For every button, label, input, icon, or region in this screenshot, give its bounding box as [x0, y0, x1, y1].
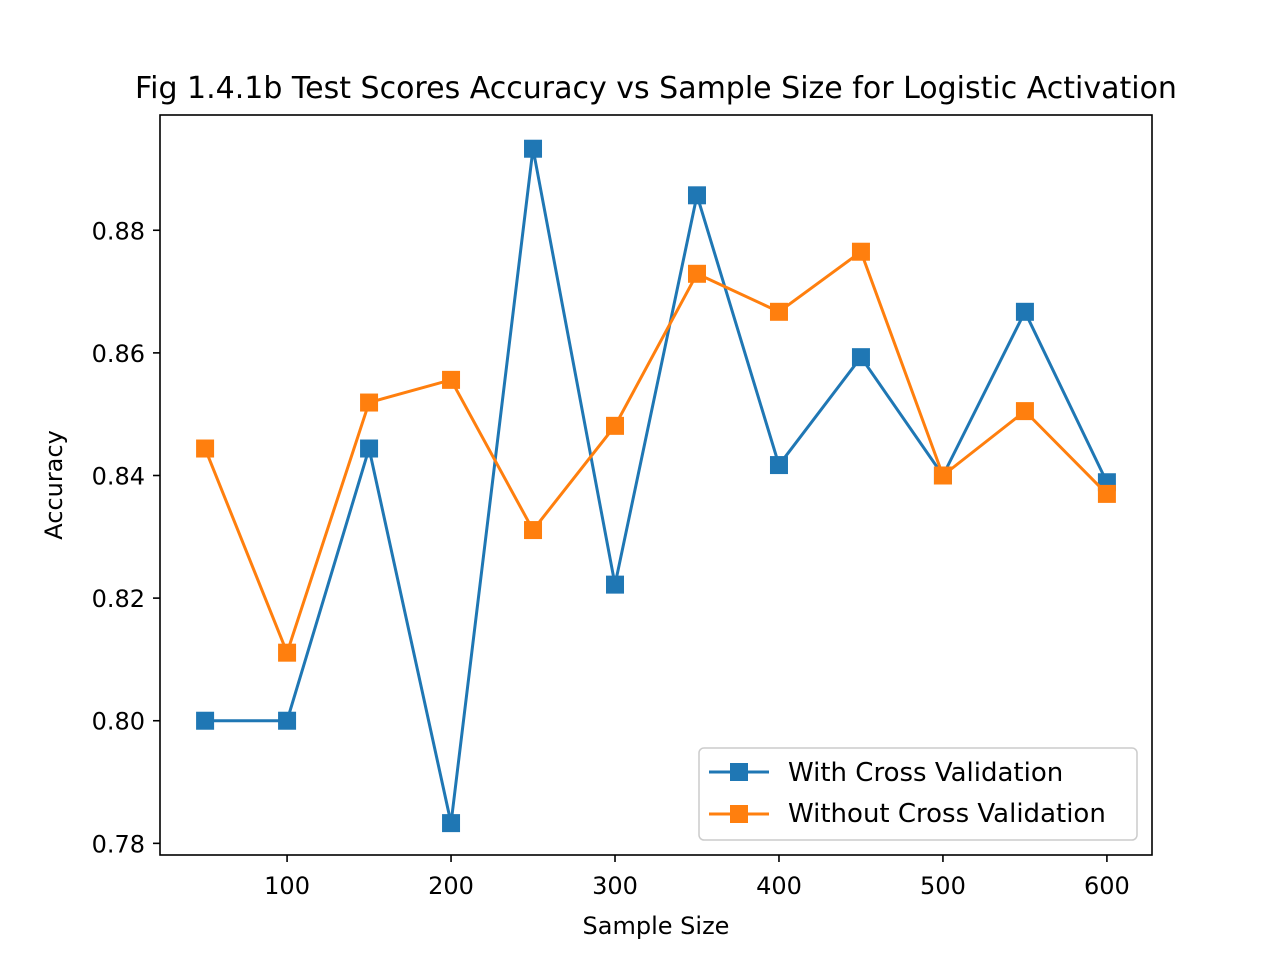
- data-point-marker: [1097, 484, 1116, 503]
- x-tick-label: 300: [592, 872, 638, 900]
- x-tick-label: 500: [920, 872, 966, 900]
- data-point-marker: [196, 439, 215, 458]
- x-tick-label: 600: [1084, 872, 1130, 900]
- y-tick-label: 0.82: [92, 585, 145, 613]
- data-point-marker: [360, 439, 379, 458]
- legend-marker-without-cv: [730, 805, 748, 823]
- x-tick-label: 400: [756, 872, 802, 900]
- legend: With Cross Validation Without Cross Vali…: [698, 747, 1138, 841]
- data-point-marker: [687, 264, 706, 283]
- data-point-marker: [524, 139, 543, 158]
- data-point-marker: [278, 643, 297, 662]
- x-tick-label: 200: [428, 872, 474, 900]
- data-point-marker: [687, 186, 706, 205]
- data-point-marker: [1015, 402, 1034, 421]
- data-point-marker: [524, 521, 543, 540]
- x-tick-label: 100: [264, 872, 310, 900]
- legend-marker-with-cv: [730, 763, 748, 781]
- data-point-marker: [933, 466, 952, 485]
- legend-label-without-cv: Without Cross Validation: [788, 799, 1106, 829]
- y-tick-label: 0.78: [92, 830, 145, 858]
- series-line-0: [205, 147, 1109, 825]
- data-point-marker: [851, 348, 870, 367]
- data-point-marker: [606, 416, 625, 435]
- data-point-marker: [1015, 302, 1034, 321]
- data-point-marker: [769, 456, 788, 475]
- data-point-marker: [442, 370, 461, 389]
- data-point-marker: [606, 575, 625, 594]
- series-layer: [196, 139, 1116, 833]
- data-point-marker: [196, 711, 215, 730]
- plot-frame: [159, 114, 1153, 856]
- y-axis-label: Accuracy: [40, 430, 68, 540]
- data-point-marker: [278, 711, 297, 730]
- legend-box: [698, 747, 1138, 841]
- x-axis-label: Sample Size: [583, 912, 730, 940]
- data-point-marker: [769, 302, 788, 321]
- data-point-marker: [442, 814, 461, 833]
- data-point-marker: [851, 242, 870, 261]
- chart-title: Fig 1.4.1b Test Scores Accuracy vs Sampl…: [135, 71, 1177, 106]
- legend-label-with-cv: With Cross Validation: [788, 758, 1063, 788]
- series-line-1: [203, 250, 1108, 655]
- y-tick-label: 0.88: [92, 217, 145, 245]
- y-tick-label: 0.84: [92, 462, 145, 490]
- x-axis: 100 200 300 400 500 600: [264, 855, 1130, 900]
- y-tick-label: 0.80: [92, 708, 145, 736]
- data-point-marker: [360, 393, 379, 412]
- y-axis: 0.78 0.80 0.82 0.84 0.86 0.88: [92, 217, 160, 858]
- y-tick-label: 0.86: [92, 340, 145, 368]
